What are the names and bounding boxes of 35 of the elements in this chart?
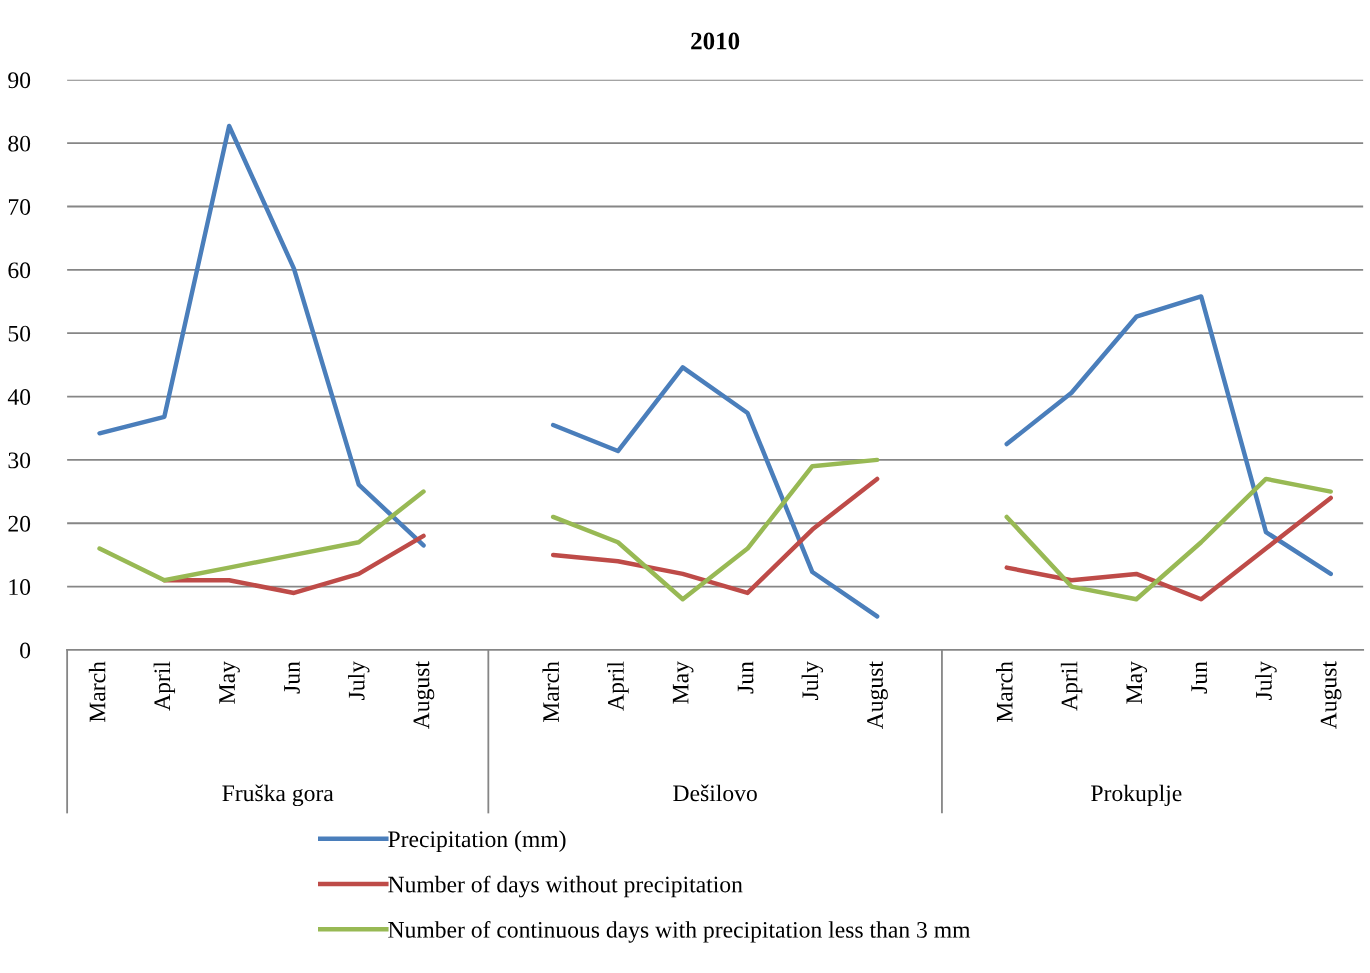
x-tick-label: Jun bbox=[284, 661, 300, 694]
x-tick-label: July bbox=[1255, 661, 1277, 700]
y-tick-label: 80 bbox=[8, 135, 31, 152]
x-tick-label: March bbox=[996, 661, 1013, 723]
x-tick-label: May bbox=[672, 661, 694, 704]
x-tick-label: March bbox=[542, 661, 560, 723]
text: Prokuplje bbox=[1091, 784, 1182, 807]
y-tick-label: 40 bbox=[7, 389, 31, 405]
x-tick-label: Jun bbox=[737, 661, 754, 694]
x-tick-label: March bbox=[88, 661, 106, 723]
legend-label: Precipitation (mm) bbox=[388, 830, 566, 853]
x-tick-label: August bbox=[867, 661, 888, 730]
chart-title: 2010 bbox=[691, 32, 740, 50]
x-tick-label: August bbox=[1320, 661, 1342, 730]
x-tick-label: May bbox=[1126, 661, 1148, 704]
y-tick-label: 60 bbox=[8, 262, 31, 279]
legend-label: Number of days without precipitation bbox=[388, 875, 743, 898]
y-tick-label: 50 bbox=[8, 325, 31, 342]
x-tick-label: July bbox=[801, 661, 824, 700]
y-tick-label: 90 bbox=[8, 72, 31, 89]
text: Fruška gora bbox=[222, 784, 334, 807]
x-tick-label: April bbox=[153, 661, 176, 711]
y-tick-label: 30 bbox=[8, 452, 31, 469]
x-tick-label: July bbox=[348, 661, 370, 700]
x-tick-label: August bbox=[413, 661, 435, 730]
x-tick-label: April bbox=[1060, 661, 1083, 711]
y-tick-label: 0 bbox=[20, 642, 31, 659]
x-tick-label: Jun bbox=[1191, 661, 1208, 694]
x-tick-label: April bbox=[607, 661, 629, 711]
legend-label: Number of continuous days with precipitation less than 3 mm bbox=[388, 920, 971, 943]
y-tick-label: 70 bbox=[8, 198, 31, 215]
x-tick-label: May bbox=[219, 661, 240, 704]
y-tick-label: 10 bbox=[9, 579, 31, 596]
y-tick-label: 20 bbox=[8, 515, 31, 532]
text: Dešilovo bbox=[673, 784, 757, 802]
